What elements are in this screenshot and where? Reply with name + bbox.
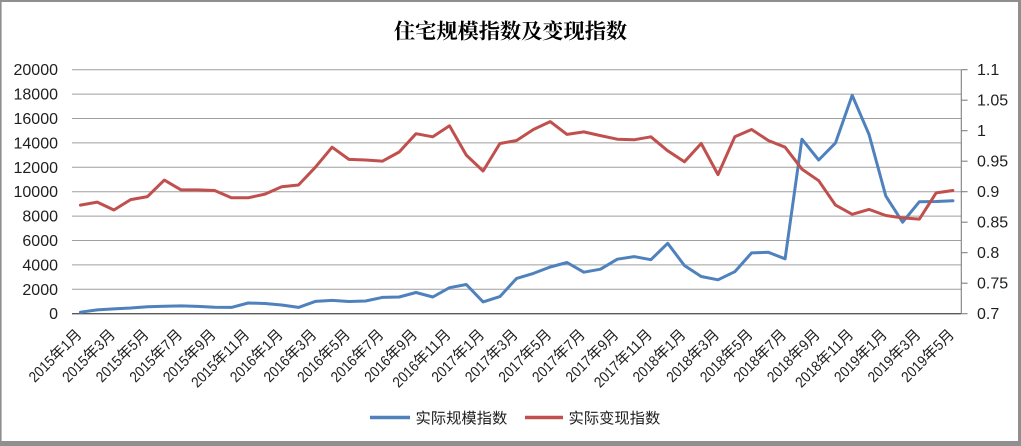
svg-text:1.05: 1.05 [977,93,1008,110]
svg-text:0.95: 0.95 [977,154,1008,171]
svg-text:6000: 6000 [22,233,58,250]
svg-text:14000: 14000 [14,135,59,152]
svg-text:12000: 12000 [14,160,59,177]
svg-text:18000: 18000 [14,87,59,104]
svg-text:10000: 10000 [14,184,59,201]
svg-text:16000: 16000 [14,111,59,128]
svg-text:0.7: 0.7 [977,306,999,323]
svg-text:0.75: 0.75 [977,276,1008,293]
svg-text:1: 1 [977,123,986,140]
svg-text:0: 0 [49,306,58,323]
svg-text:2000: 2000 [22,282,58,299]
svg-text:0.8: 0.8 [977,245,999,262]
svg-text:20000: 20000 [14,62,59,79]
svg-text:1.1: 1.1 [977,62,999,79]
svg-text:8000: 8000 [22,209,58,226]
svg-text:0.85: 0.85 [977,215,1008,232]
svg-text:0.9: 0.9 [977,184,999,201]
svg-text:4000: 4000 [22,257,58,274]
